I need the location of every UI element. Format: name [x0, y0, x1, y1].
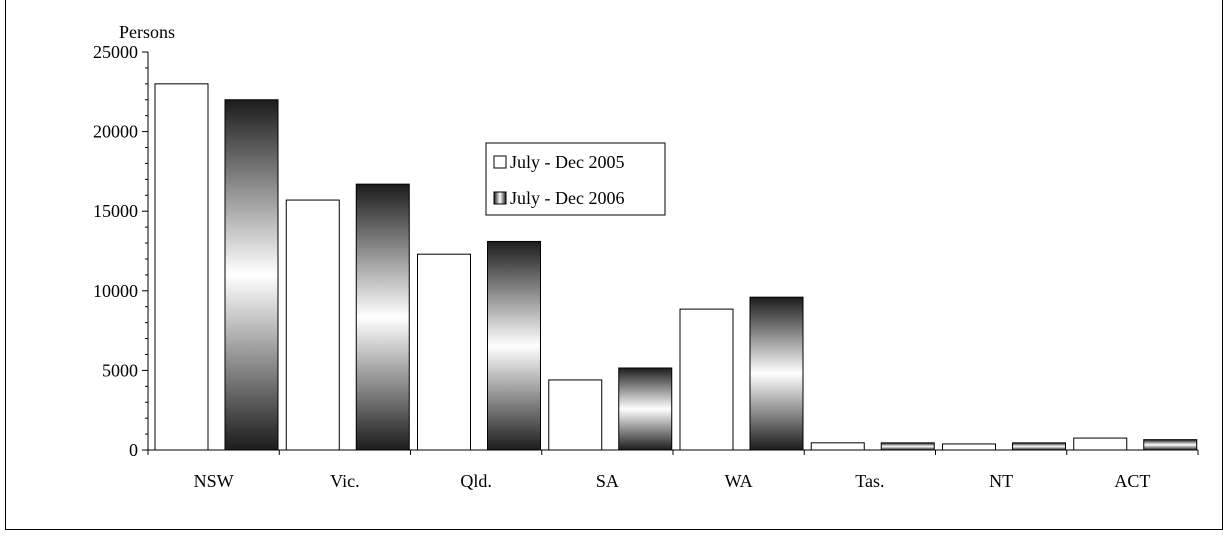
bar-2006	[880, 442, 935, 451]
y-tick-label: 0	[129, 440, 138, 460]
x-tick-label: Tas.	[855, 471, 884, 491]
bar-2006	[1143, 439, 1198, 451]
legend-label-2006: July - Dec 2006	[510, 188, 624, 208]
bar-2006	[1012, 442, 1066, 451]
legend-box	[485, 142, 666, 216]
y-axis: 0 5000 10000 15000 20000 25000	[93, 42, 149, 460]
x-tick-label: WA	[725, 471, 753, 491]
bar-2005	[154, 83, 209, 451]
x-tick-label: ACT	[1114, 471, 1150, 491]
y-tick-label: 20000	[93, 122, 138, 142]
bar-2005	[417, 253, 471, 451]
bars	[154, 83, 1198, 451]
bar-2005	[285, 199, 340, 451]
bar-2006	[749, 296, 804, 451]
y-tick-label: 15000	[93, 201, 138, 221]
bar-2005	[1073, 437, 1128, 451]
legend-swatch-2006	[493, 191, 507, 205]
bar-2006	[618, 367, 673, 451]
y-tick-label: 25000	[93, 42, 138, 62]
x-axis: NSW Vic. Qld. SA WA Tas. NT ACT	[147, 449, 1199, 491]
bar-2005	[548, 379, 603, 451]
bar-2005	[810, 442, 865, 451]
legend-label-2005: July - Dec 2005	[510, 152, 624, 172]
x-tick-label: Qld.	[460, 471, 492, 491]
bar-2005	[679, 308, 734, 451]
x-tick-label: Vic.	[330, 471, 359, 491]
y-tick-label: 5000	[102, 360, 138, 380]
bar-2006	[355, 183, 410, 451]
legend-swatch-2005	[493, 155, 507, 169]
bar-2006	[487, 240, 541, 451]
bar-2005	[942, 443, 996, 451]
y-tick-label: 10000	[93, 281, 138, 301]
y-axis-label: Persons	[119, 22, 175, 42]
legend: July - Dec 2005 July - Dec 2006	[485, 142, 666, 216]
x-tick-label: NSW	[194, 471, 234, 491]
bar-2006	[224, 99, 279, 451]
x-tick-label: NT	[989, 471, 1013, 491]
x-tick-label: SA	[596, 471, 619, 491]
